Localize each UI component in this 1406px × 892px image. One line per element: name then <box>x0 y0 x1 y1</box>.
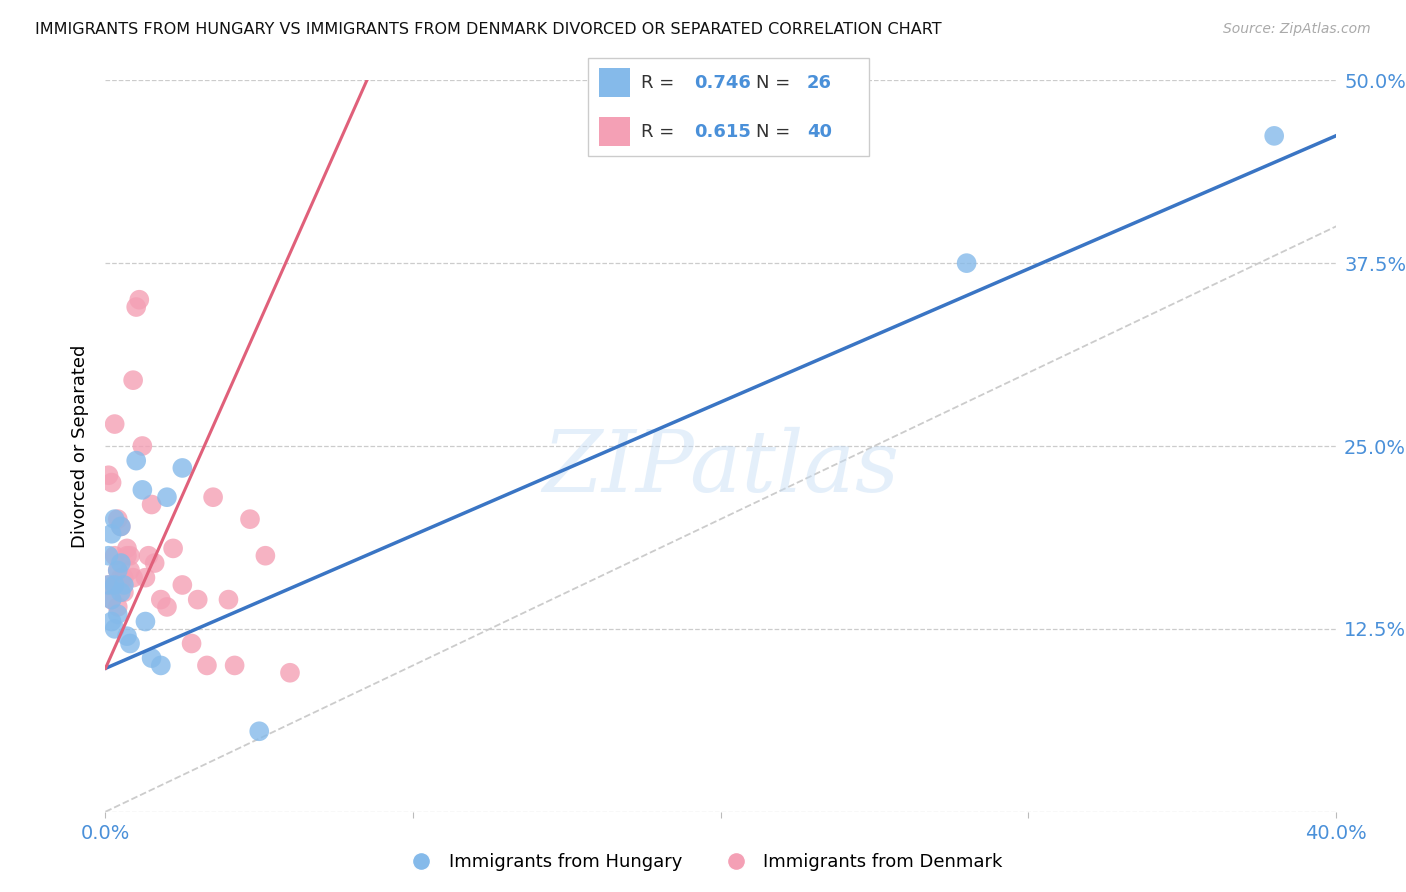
Point <box>104 622 127 636</box>
Point <box>172 578 194 592</box>
Point <box>122 571 145 585</box>
Point <box>112 571 135 585</box>
Point <box>115 629 138 643</box>
Bar <box>599 68 630 97</box>
Point <box>224 658 246 673</box>
FancyBboxPatch shape <box>588 58 869 156</box>
Text: 0.615: 0.615 <box>695 122 751 141</box>
Text: N =: N = <box>756 122 796 141</box>
Point <box>104 578 127 592</box>
Text: R =: R = <box>641 122 681 141</box>
Point <box>120 563 141 577</box>
Point <box>100 615 122 629</box>
Text: 0.746: 0.746 <box>695 73 751 92</box>
Point <box>110 585 132 599</box>
Point <box>239 512 262 526</box>
Text: 40: 40 <box>807 122 832 141</box>
Point <box>134 571 156 585</box>
Point <box>120 549 141 563</box>
Point <box>956 256 979 270</box>
Point <box>125 300 148 314</box>
Point <box>156 599 179 614</box>
Point <box>149 592 172 607</box>
Point <box>107 599 129 614</box>
Text: N =: N = <box>756 73 796 92</box>
Point <box>143 556 166 570</box>
Point <box>134 615 156 629</box>
Point <box>187 592 209 607</box>
Point <box>247 724 270 739</box>
Point <box>128 293 150 307</box>
Point <box>110 571 132 585</box>
Point <box>100 475 122 490</box>
Point <box>97 468 120 483</box>
Point <box>97 578 120 592</box>
Point <box>202 490 225 504</box>
Point <box>131 483 153 497</box>
Point <box>149 658 172 673</box>
Point <box>180 636 202 650</box>
Point <box>172 461 194 475</box>
Point <box>131 439 153 453</box>
Point <box>104 417 127 431</box>
Y-axis label: Divorced or Separated: Divorced or Separated <box>72 344 90 548</box>
Point <box>218 592 240 607</box>
Point <box>254 549 277 563</box>
Text: IMMIGRANTS FROM HUNGARY VS IMMIGRANTS FROM DENMARK DIVORCED OR SEPARATED CORRELA: IMMIGRANTS FROM HUNGARY VS IMMIGRANTS FR… <box>35 22 942 37</box>
Text: 26: 26 <box>807 73 832 92</box>
Point <box>107 563 129 577</box>
Point <box>162 541 184 556</box>
Point <box>100 526 122 541</box>
Point <box>97 578 120 592</box>
Point <box>110 556 132 570</box>
Point <box>156 490 179 504</box>
Point <box>1263 128 1285 143</box>
Point <box>97 549 120 563</box>
Point <box>122 373 145 387</box>
Point <box>138 549 160 563</box>
Point <box>141 498 163 512</box>
Legend: Immigrants from Hungary, Immigrants from Denmark: Immigrants from Hungary, Immigrants from… <box>396 847 1010 879</box>
Point <box>104 512 127 526</box>
Point <box>141 651 163 665</box>
Bar <box>599 117 630 146</box>
Point <box>195 658 218 673</box>
Point <box>107 563 129 577</box>
Point <box>110 519 132 533</box>
Point <box>125 453 148 467</box>
Point <box>115 541 138 556</box>
Point <box>104 578 127 592</box>
Point <box>112 585 135 599</box>
Text: ZIPatlas: ZIPatlas <box>541 426 900 509</box>
Point <box>278 665 301 680</box>
Text: Source: ZipAtlas.com: Source: ZipAtlas.com <box>1223 22 1371 37</box>
Point <box>110 519 132 533</box>
Point <box>104 549 127 563</box>
Point <box>107 512 129 526</box>
Text: R =: R = <box>641 73 681 92</box>
Point <box>112 578 135 592</box>
Point <box>120 636 141 650</box>
Point <box>107 607 129 622</box>
Point <box>115 549 138 563</box>
Point <box>100 592 122 607</box>
Point <box>100 592 122 607</box>
